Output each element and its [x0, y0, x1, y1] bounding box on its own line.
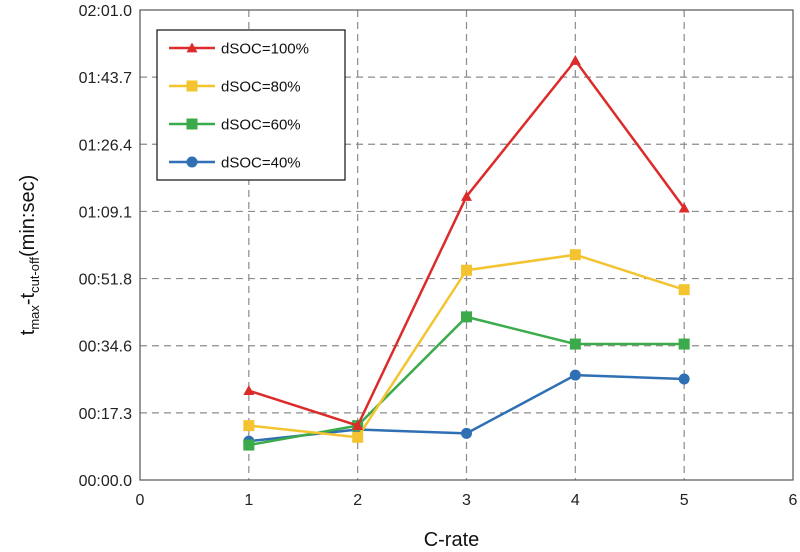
data-point	[678, 373, 690, 385]
data-point	[461, 427, 472, 439]
legend-label: dSOC=80%	[221, 79, 301, 96]
y-axis-title-unit: (min:sec)	[17, 175, 39, 257]
x-tick-label: 6	[789, 492, 798, 509]
legend-label: dSOC=40%	[221, 155, 301, 172]
legend: dSOC=100% dSOC=80% dSOC=60% dSOC=40%	[156, 29, 346, 181]
y-tick-label: 00:34.6	[79, 339, 132, 356]
x-tick-label: 4	[571, 492, 580, 509]
y-tick-label: 01:09.1	[79, 204, 132, 221]
y-tick-labels: 00:00.0 00:17.3 00:34.6 00:51.8 01:09.1 01:26…	[79, 3, 132, 490]
data-point	[678, 338, 690, 350]
y-axis-title-sub-max: max	[27, 305, 42, 330]
legend-entry: dSOC=100%	[169, 41, 309, 58]
x-axis-title: C-rate	[424, 529, 480, 551]
x-tick-label: 5	[680, 492, 689, 509]
y-tick-label: 01:26.4	[79, 137, 132, 154]
legend-swatch-marker	[186, 80, 198, 92]
data-point	[243, 439, 255, 451]
data-point	[461, 264, 472, 276]
legend-entry: dSOC=40%	[169, 155, 301, 172]
data-point	[569, 369, 581, 381]
y-tick-label: 02:01.0	[79, 3, 132, 20]
legend-swatch-marker	[186, 118, 198, 130]
legend-box	[156, 29, 346, 181]
legend-swatch-marker	[186, 156, 198, 168]
data-point	[352, 431, 364, 443]
series-dSOC=100%	[243, 54, 690, 431]
data-point	[461, 190, 472, 201]
plot-area-frame	[139, 9, 794, 481]
legend-label: dSOC=100%	[221, 41, 309, 58]
legend-swatch-marker	[186, 42, 198, 53]
y-tick-label: 00:17.3	[79, 406, 132, 423]
y-tick-label: 00:00.0	[79, 473, 132, 490]
data-point	[678, 284, 690, 296]
data-point	[569, 338, 581, 350]
x-tick-label: 2	[353, 492, 362, 509]
data-point	[243, 420, 255, 432]
y-axis-title-main: t	[17, 329, 39, 335]
legend-entry: dSOC=80%	[169, 79, 301, 96]
x-tick-labels: 0 1 2 3 4 5 6	[136, 492, 798, 509]
x-tick-label: 0	[136, 492, 145, 509]
legend-label: dSOC=60%	[221, 117, 301, 134]
y-axis-title-sep: -t	[17, 292, 39, 305]
series-layer	[243, 54, 690, 451]
y-tick-label: 00:51.8	[79, 272, 132, 289]
data-point	[352, 420, 364, 431]
data-point	[569, 54, 581, 65]
data-point	[678, 202, 690, 213]
data-point	[243, 385, 255, 396]
x-tick-label: 1	[244, 492, 253, 509]
series-dSOC=80%	[243, 249, 690, 443]
y-axis-title-sub-cutoff: cut-off	[27, 257, 42, 293]
data-point	[461, 311, 472, 323]
data-point	[569, 249, 581, 261]
x-tick-label: 3	[462, 492, 471, 509]
legend-entry: dSOC=60%	[169, 117, 301, 134]
y-axis-title: tmax-tcut-off(min:sec)	[17, 175, 42, 335]
y-tick-label: 01:43.7	[79, 70, 132, 87]
